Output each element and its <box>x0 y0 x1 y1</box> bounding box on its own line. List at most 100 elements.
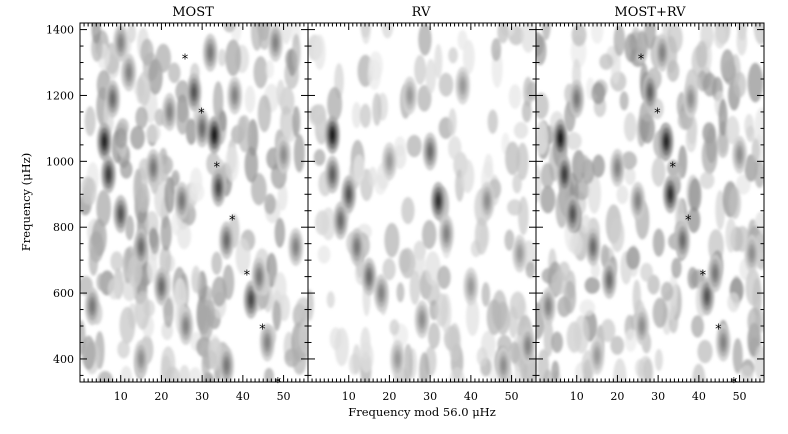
power-patch <box>425 279 441 306</box>
y-axis-label: Frequency (μHz) <box>19 153 33 251</box>
power-patch <box>540 162 555 189</box>
power-patch <box>91 218 107 257</box>
power-patch <box>613 24 626 57</box>
power-peak <box>737 149 742 161</box>
power-patch <box>137 71 151 107</box>
power-patch <box>253 56 268 89</box>
power-patch <box>150 230 160 255</box>
power-patch <box>638 355 654 382</box>
power-patch <box>438 72 454 97</box>
power-patch <box>424 251 441 286</box>
power-patch <box>497 23 509 44</box>
power-peak <box>110 93 115 105</box>
power-patch <box>427 322 441 349</box>
power-patch <box>732 338 743 374</box>
power-patch <box>754 344 764 381</box>
power-patch <box>334 327 349 367</box>
power-patch <box>520 23 536 53</box>
x-tick-label: 20 <box>154 390 168 403</box>
power-peak <box>330 129 335 141</box>
power-patch <box>566 132 582 150</box>
power-patch <box>509 341 520 364</box>
power-patch <box>688 178 702 212</box>
power-peak <box>183 320 188 332</box>
power-patch <box>250 172 267 206</box>
power-patch <box>579 299 596 316</box>
power-patch <box>616 185 629 205</box>
power-peak <box>167 106 172 118</box>
power-peak <box>191 86 197 98</box>
power-patch <box>754 160 764 188</box>
power-patch <box>504 229 515 251</box>
power-peak <box>647 86 653 98</box>
power-patch <box>584 277 600 294</box>
power-patch <box>189 182 205 202</box>
power-peak <box>639 320 644 332</box>
power-patch <box>691 315 705 338</box>
power-peak <box>212 129 217 141</box>
heatmap-peaks <box>84 23 304 382</box>
y-tick-label: 800 <box>53 221 74 234</box>
power-patch <box>114 127 128 149</box>
power-patch <box>120 160 133 179</box>
power-peak <box>501 360 506 371</box>
power-patch <box>117 340 130 359</box>
panel-title-most: MOST <box>172 5 214 20</box>
power-patch <box>600 244 610 268</box>
power-patch <box>551 360 560 382</box>
x-tick-label: 30 <box>651 390 665 403</box>
power-patch <box>130 125 145 150</box>
power-patch <box>702 72 717 97</box>
power-peak <box>159 281 164 292</box>
power-patch <box>191 265 201 293</box>
power-patch <box>753 23 764 45</box>
panel-title-most-rv: MOST+RV <box>614 5 686 20</box>
power-patch <box>244 146 259 183</box>
power-patch <box>217 48 227 67</box>
power-patch <box>274 217 286 248</box>
power-patch <box>317 245 331 264</box>
power-patch <box>563 280 577 314</box>
power-patch <box>747 62 764 103</box>
power-patch <box>320 207 336 241</box>
power-patch <box>448 47 458 64</box>
power-patch <box>425 58 437 94</box>
power-peak <box>607 274 612 286</box>
power-peak <box>151 162 156 174</box>
power-patch <box>536 92 549 120</box>
power-patch <box>175 97 190 135</box>
power-patch <box>474 217 489 255</box>
power-patch <box>551 271 568 295</box>
power-patch <box>91 23 102 44</box>
power-peak <box>265 337 270 348</box>
power-patch <box>495 301 511 336</box>
power-patch <box>382 258 396 281</box>
x-tick-label: 10 <box>570 390 584 403</box>
power-patch <box>525 361 536 382</box>
power-patch <box>406 134 422 158</box>
power-patch <box>599 53 614 70</box>
power-peak <box>232 90 237 101</box>
power-patch <box>185 118 197 145</box>
power-peak <box>635 195 640 207</box>
power-patch <box>592 154 605 178</box>
power-patch <box>276 79 285 107</box>
power-peak <box>90 300 95 312</box>
power-patch <box>352 344 361 375</box>
power-peak <box>562 169 567 180</box>
power-patch <box>384 222 400 258</box>
power-patch <box>264 193 276 215</box>
power-patch <box>389 319 400 336</box>
power-patch <box>508 84 522 109</box>
panel-most: MOST * * * * * * * <box>79 5 309 391</box>
mode-marker: * <box>244 268 251 283</box>
power-patch <box>569 232 583 256</box>
power-patch <box>353 154 365 183</box>
power-peak <box>330 169 335 180</box>
mode-marker: * <box>685 214 692 229</box>
power-patch <box>727 292 740 313</box>
power-peak <box>713 267 718 279</box>
power-patch <box>422 220 437 250</box>
power-patch <box>308 105 325 127</box>
